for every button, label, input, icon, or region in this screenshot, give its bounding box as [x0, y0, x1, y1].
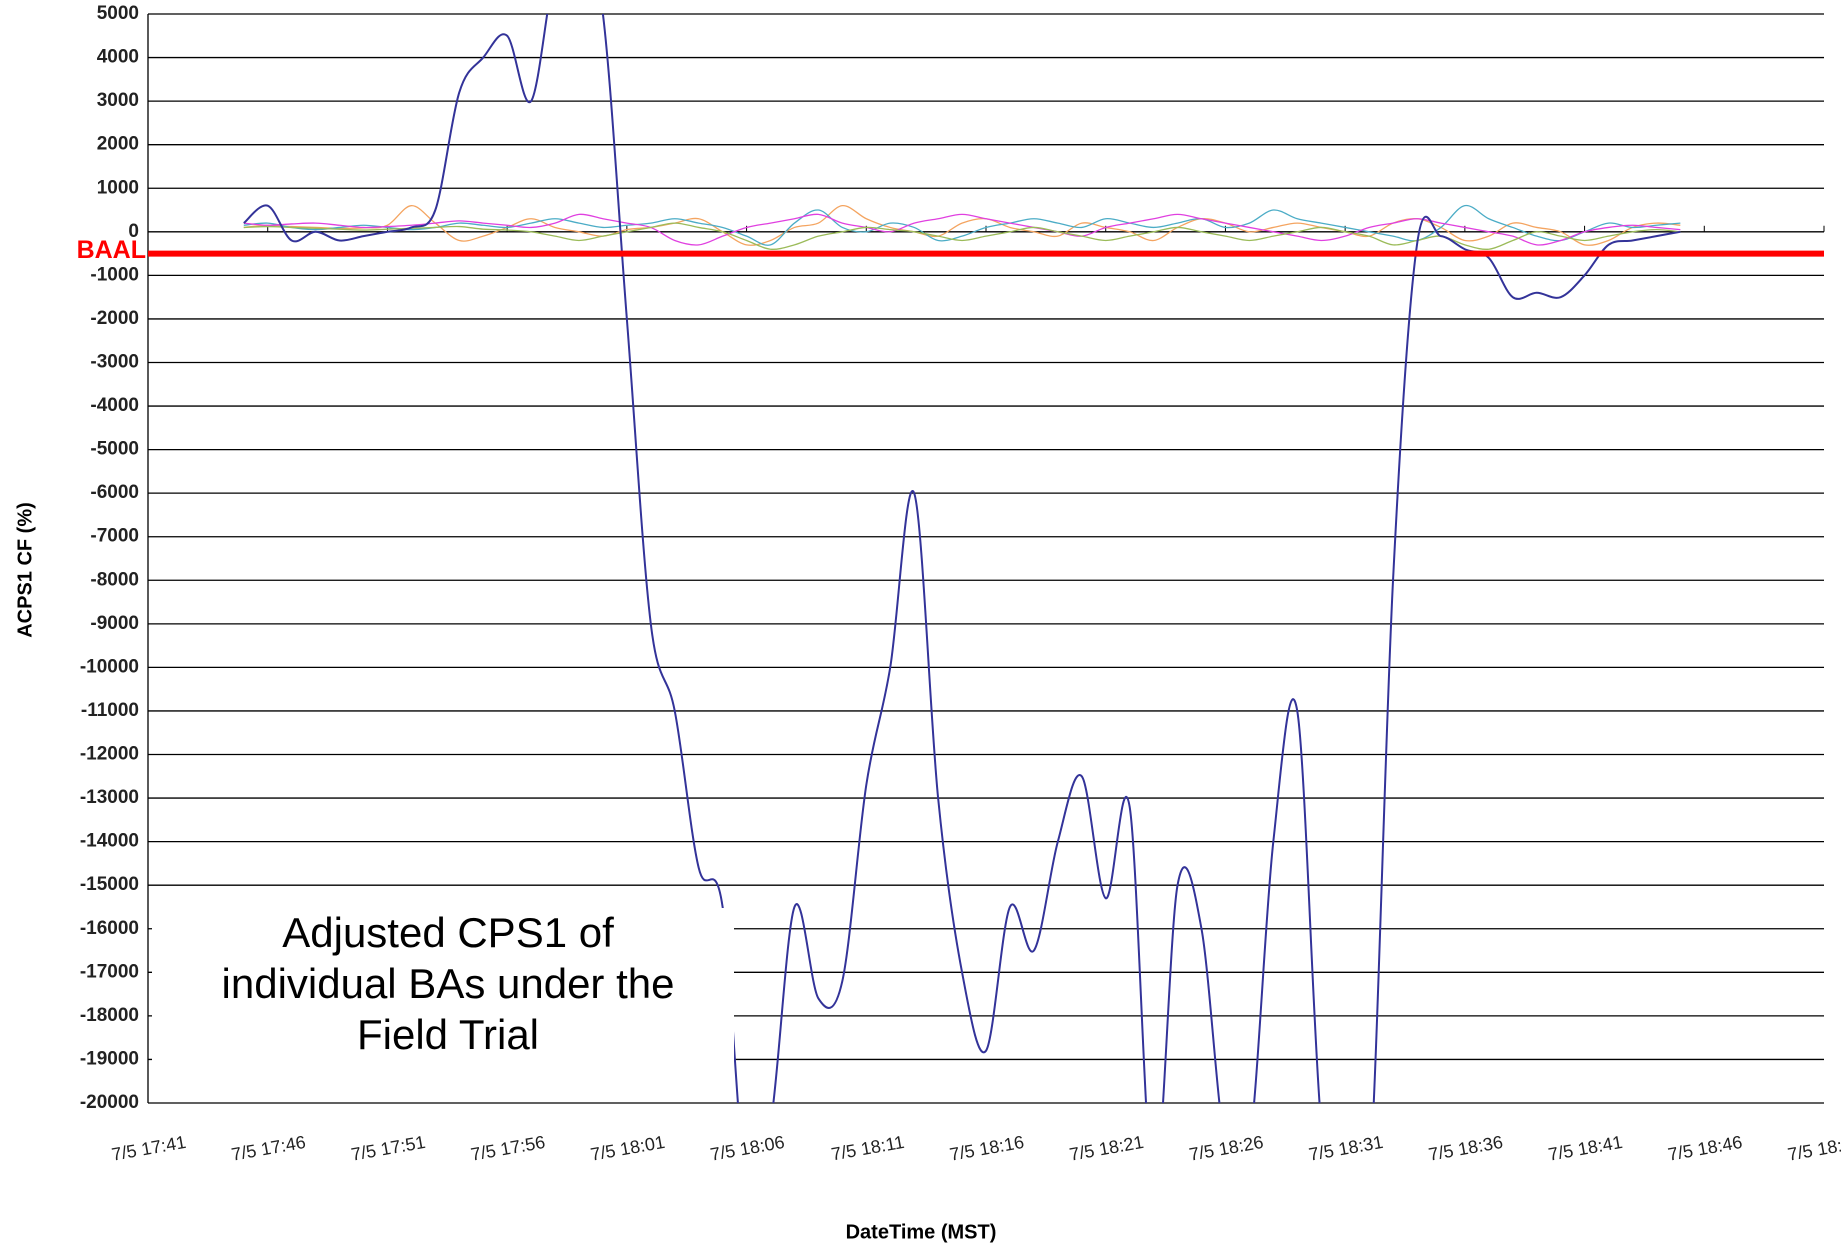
- y-tick-label: -13000: [80, 787, 139, 808]
- y-tick-label: 2000: [97, 134, 139, 155]
- y-tick-label: -10000: [80, 656, 139, 677]
- x-axis-title: DateTime (MST): [846, 1221, 997, 1243]
- y-tick-label: 5000: [97, 3, 139, 24]
- y-tick-label: -12000: [80, 744, 139, 765]
- x-tick-label: 7/5 18:46: [1666, 1132, 1743, 1165]
- y-tick-label: 0: [128, 221, 139, 242]
- x-tick-label: 7/5 18:16: [948, 1132, 1025, 1165]
- y-tick-label: -15000: [80, 874, 139, 895]
- y-tick-label: -9000: [90, 613, 139, 634]
- y-axis-title: ACPS1 CF (%): [14, 502, 36, 638]
- y-tick-label: -17000: [80, 961, 139, 982]
- x-tick-label: 7/5 17:41: [110, 1132, 187, 1165]
- y-tick-label: -6000: [90, 482, 139, 503]
- x-tick-label: 7/5 17:56: [469, 1132, 546, 1165]
- x-tick-label: 7/5 17:51: [350, 1132, 427, 1165]
- series-line: [243, 213, 1681, 246]
- y-tick-label: -7000: [90, 526, 139, 547]
- plot-area: [243, 14, 1681, 1103]
- y-tick-label: -3000: [90, 351, 139, 372]
- x-tick-label: 7/5 18:41: [1547, 1132, 1624, 1165]
- x-tick-label: 7/5 18:51: [1786, 1132, 1841, 1165]
- baal-label: BAAL: [77, 236, 146, 264]
- y-tick-label: -20000: [80, 1092, 139, 1113]
- annotation-text: Adjusted CPS1 of: [282, 909, 614, 956]
- annotation-text: individual BAs under the: [222, 960, 675, 1007]
- y-tick-label: 4000: [97, 47, 139, 68]
- x-tick-label: 7/5 17:46: [230, 1132, 307, 1165]
- x-tick-label: 7/5 18:36: [1427, 1132, 1504, 1165]
- y-tick-label: -16000: [80, 918, 139, 939]
- series-line: [243, 205, 1681, 246]
- y-tick-label: 1000: [97, 177, 139, 198]
- x-tick-label: 7/5 18:31: [1307, 1132, 1384, 1165]
- series-line: [243, 14, 1681, 1103]
- y-tick-label: -5000: [90, 439, 139, 460]
- x-tick-label: 7/5 18:21: [1068, 1132, 1145, 1165]
- y-tick-label: -19000: [80, 1048, 139, 1069]
- y-tick-label: -8000: [90, 569, 139, 590]
- y-tick-label: 3000: [97, 90, 139, 111]
- x-tick-label: 7/5 18:26: [1188, 1132, 1265, 1165]
- series-line: [243, 205, 1681, 246]
- x-tick-label: 7/5 18:01: [589, 1132, 666, 1165]
- y-tick-label: -4000: [90, 395, 139, 416]
- x-tick-label: 7/5 18:06: [709, 1132, 786, 1165]
- y-tick-label: -14000: [80, 831, 139, 852]
- y-tick-label: -11000: [81, 700, 139, 721]
- y-tick-label: -2000: [90, 308, 139, 329]
- y-tick-label: -1000: [90, 264, 139, 285]
- y-tick-label: -18000: [80, 1005, 139, 1026]
- annotation-text: Field Trial: [357, 1011, 539, 1058]
- annotation-box: [152, 908, 734, 1100]
- x-tick-label: 7/5 18:11: [830, 1132, 906, 1165]
